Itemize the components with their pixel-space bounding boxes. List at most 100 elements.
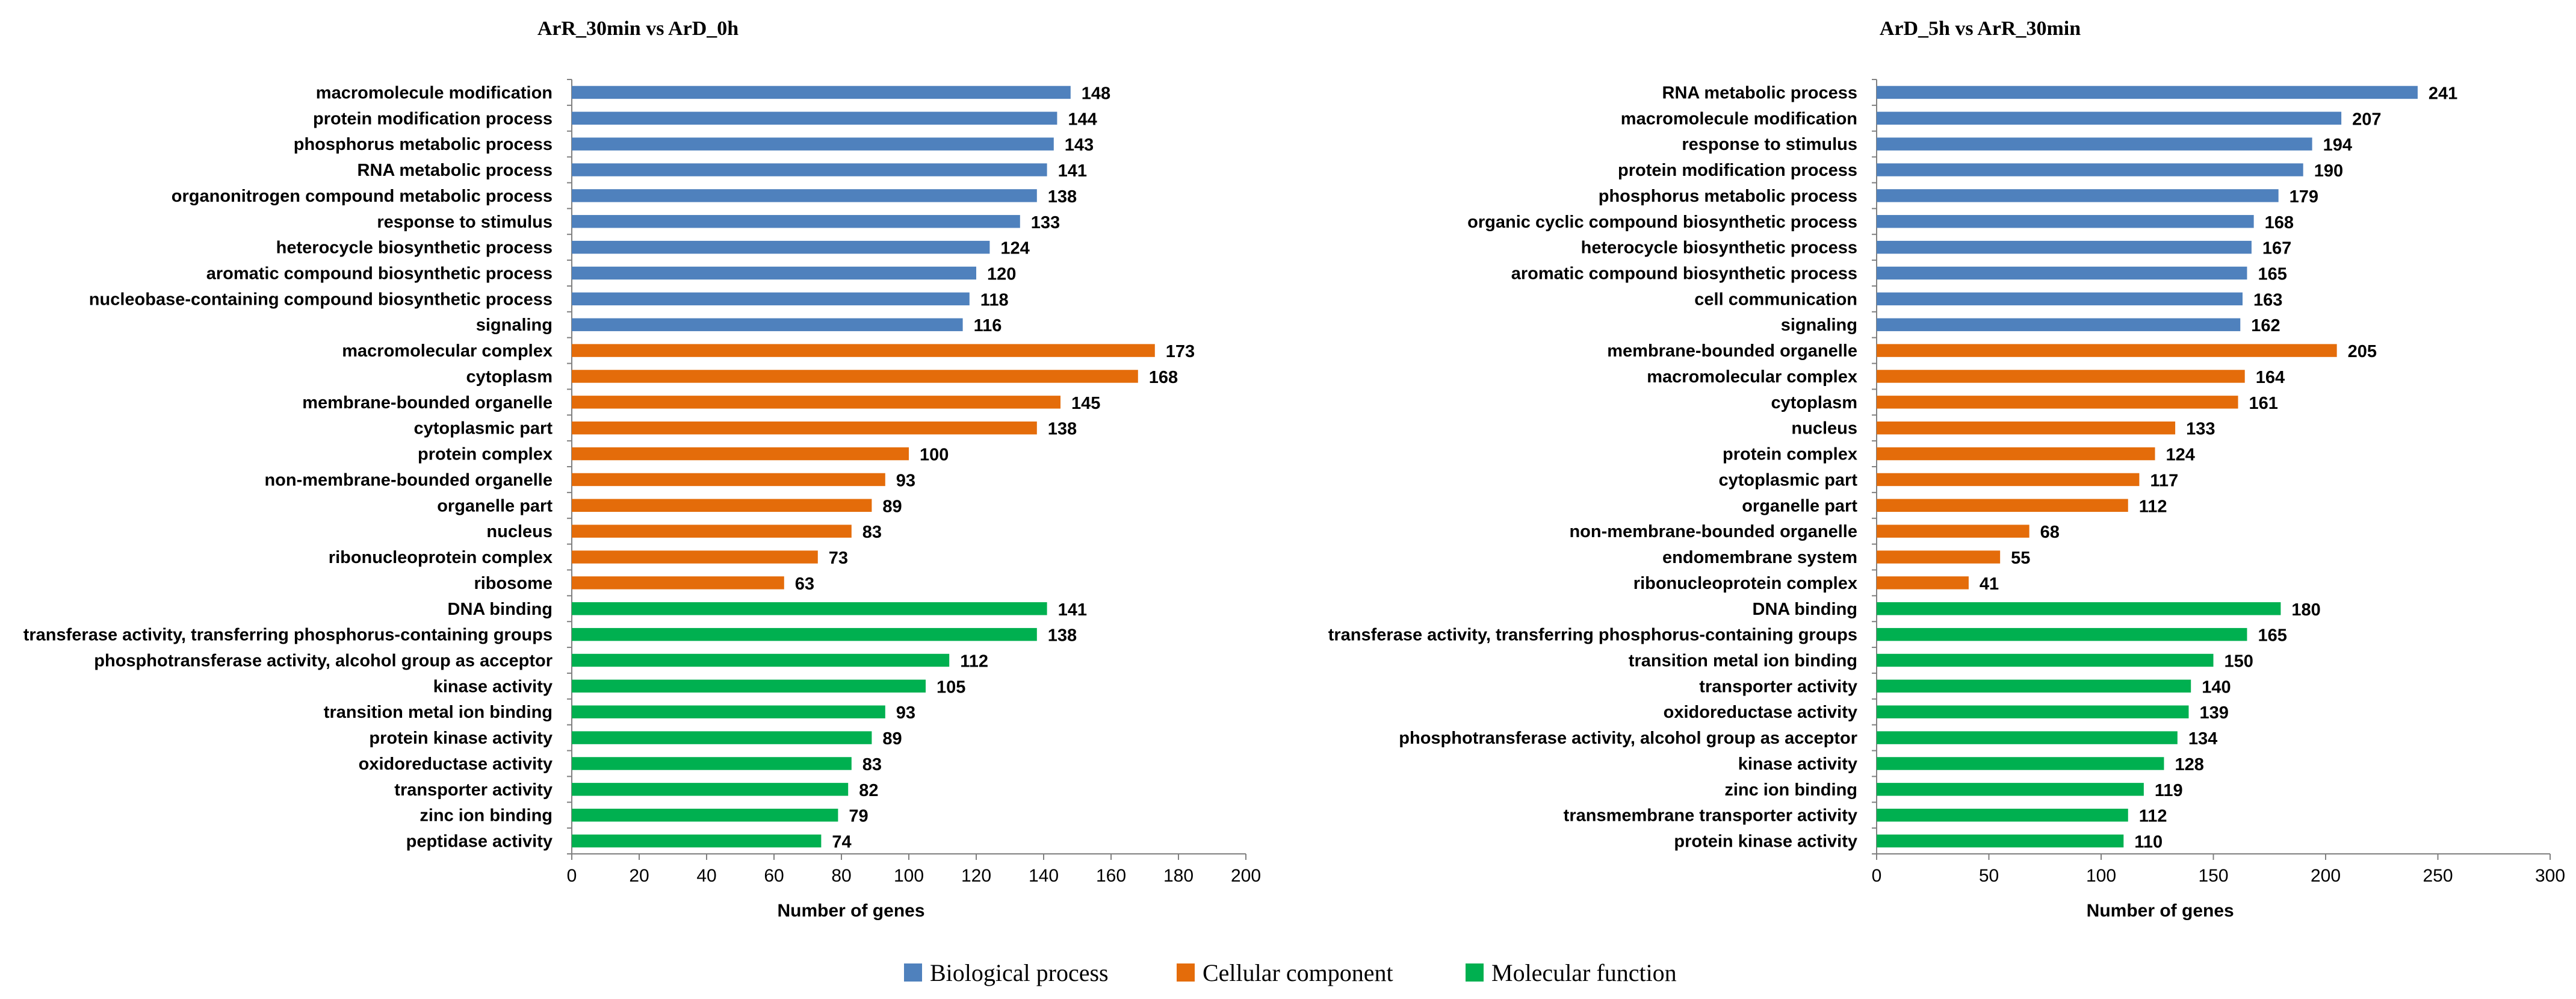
x-tick-label: 200 <box>1231 866 1261 886</box>
bar <box>572 679 926 693</box>
bar <box>1877 111 2342 125</box>
x-axis-title: Number of genes <box>2087 901 2234 921</box>
category-label: aromatic compound biosynthetic process <box>206 264 553 284</box>
category-label: phosphotransferase activity, alcohol gro… <box>1399 729 1857 748</box>
data-label: 120 <box>987 265 1016 284</box>
category-label: phosphotransferase activity, alcohol gro… <box>94 652 553 671</box>
bar <box>572 370 1138 383</box>
category-label: transporter activity <box>1699 677 1857 696</box>
data-label: 93 <box>896 471 915 490</box>
x-tick-label: 0 <box>567 866 577 886</box>
bar <box>1877 86 2418 99</box>
bar <box>572 627 1037 641</box>
category-label: cytoplasmic part <box>414 419 553 438</box>
category-label: organonitrogen compound metabolic proces… <box>172 187 553 206</box>
data-label: 207 <box>2352 110 2381 129</box>
chart-title: ArR_30min vs ArD_0h <box>537 17 738 40</box>
bar <box>572 808 838 822</box>
bar <box>1877 344 2337 357</box>
data-label: 105 <box>937 677 965 697</box>
legend-label: Biological process <box>930 959 1109 986</box>
data-label: 93 <box>896 703 915 723</box>
category-label: signaling <box>476 316 553 335</box>
category-label: transferase activity, transferring phosp… <box>23 626 553 645</box>
data-label: 128 <box>2175 755 2203 774</box>
bar <box>572 731 872 744</box>
data-label: 134 <box>2188 729 2217 748</box>
bar <box>572 189 1037 202</box>
x-tick-label: 50 <box>1979 866 1999 886</box>
data-label: 41 <box>1980 574 1999 594</box>
category-label: cytoplasm <box>466 367 553 387</box>
bar <box>572 447 909 461</box>
bar <box>572 783 849 796</box>
legend-label: Molecular function <box>1491 959 1677 986</box>
data-label: 168 <box>2265 213 2294 232</box>
data-label: 55 <box>2011 549 2030 568</box>
category-label: signaling <box>1781 316 1857 335</box>
bar <box>1877 189 2279 202</box>
category-label: transition metal ion binding <box>1629 652 1857 671</box>
x-tick-label: 140 <box>1029 866 1059 886</box>
bar <box>1877 473 2140 487</box>
category-label: macromolecule modification <box>1621 109 1857 128</box>
data-label: 124 <box>2166 446 2195 465</box>
bar <box>572 421 1037 435</box>
category-label: non-membrane-bounded organelle <box>1569 522 1857 541</box>
bar <box>572 576 784 590</box>
legend-swatch <box>1466 963 1484 982</box>
data-label: 73 <box>829 549 848 568</box>
bar <box>1877 318 2241 331</box>
bar <box>1877 602 2281 615</box>
data-label: 112 <box>2139 807 2167 826</box>
data-label: 179 <box>2290 187 2318 207</box>
category-label: kinase activity <box>433 677 553 696</box>
x-tick-label: 20 <box>629 866 649 886</box>
category-label: nucleus <box>486 522 553 541</box>
bar <box>1877 499 2128 512</box>
category-label: protein kinase activity <box>369 729 553 748</box>
bar <box>1877 834 2124 848</box>
category-label: organelle part <box>1742 496 1857 515</box>
category-label: DNA binding <box>1753 600 1858 619</box>
category-label: RNA metabolic process <box>1662 83 1857 102</box>
bar <box>572 163 1047 176</box>
data-label: 74 <box>832 833 851 852</box>
data-label: 150 <box>2225 652 2253 671</box>
category-label: membrane-bounded organelle <box>1607 341 1857 361</box>
category-label: cell communication <box>1694 290 1857 309</box>
bar <box>1877 550 2001 564</box>
category-label: protein modification process <box>1618 161 1857 180</box>
chart-right: ArD_5h vs ArR_30min 0 50 100 150 200 250 300 Num… <box>1328 17 2565 921</box>
data-label: 117 <box>2150 471 2178 490</box>
bar <box>1877 421 2176 435</box>
x-tick-label: 150 <box>2198 866 2228 886</box>
category-label: organic cyclic compound biosynthetic pro… <box>1467 213 1857 232</box>
bar <box>1877 137 2312 151</box>
bar <box>1877 679 2191 693</box>
category-label: organelle part <box>437 496 553 515</box>
category-label: macromolecular complex <box>342 341 553 361</box>
data-label: 110 <box>2134 833 2163 852</box>
bar <box>572 705 885 718</box>
bar <box>1877 627 2247 641</box>
bar <box>572 240 990 254</box>
data-label: 82 <box>859 781 878 800</box>
category-label: transmembrane transporter activity <box>1564 806 1857 826</box>
x-tick-label: 200 <box>2311 866 2341 886</box>
data-label: 145 <box>1071 394 1100 413</box>
data-label: 119 <box>2155 781 2183 800</box>
data-label: 180 <box>2291 600 2320 620</box>
data-label: 139 <box>2199 703 2228 723</box>
data-label: 124 <box>1000 239 1029 258</box>
bar <box>572 86 1071 99</box>
category-label: ribonucleoprotein complex <box>1633 574 1857 593</box>
bar <box>1877 266 2247 280</box>
category-label: nucleus <box>1791 419 1857 438</box>
category-label: protein complex <box>1723 445 1857 464</box>
x-axis-title: Number of genes <box>777 901 924 921</box>
bar <box>1877 653 2214 667</box>
x-tick-label: 80 <box>831 866 851 886</box>
bar <box>572 137 1054 151</box>
